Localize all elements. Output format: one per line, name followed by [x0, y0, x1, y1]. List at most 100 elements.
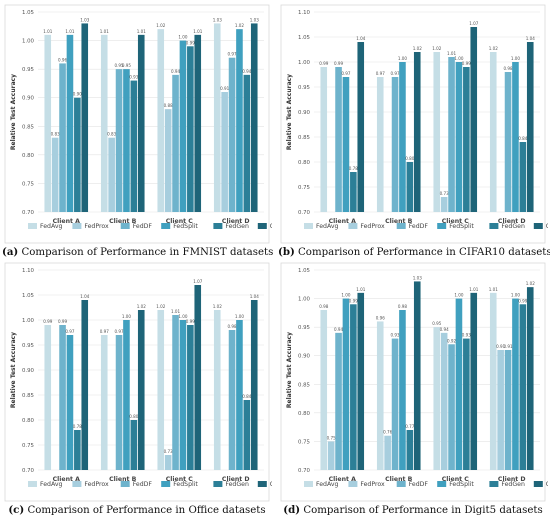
data-label: 1.00 — [235, 314, 245, 319]
bar — [213, 23, 221, 212]
data-label: 0.94 — [242, 69, 252, 74]
data-label: 1.01 — [469, 287, 479, 292]
data-label: 0.97 — [100, 329, 110, 334]
x-tick-label: Client D — [498, 476, 526, 483]
data-label: 1.00 — [454, 56, 464, 61]
y-tick-label: 1.00 — [22, 318, 35, 324]
caption-d-letter: (d) — [283, 504, 301, 516]
legend-swatch — [161, 223, 171, 229]
bar — [357, 42, 365, 212]
bar — [406, 162, 414, 212]
legend-swatch — [120, 481, 130, 487]
legend-label: FedAvg — [40, 481, 62, 488]
legend-swatch — [348, 223, 358, 229]
y-tick-label: 0.70 — [22, 468, 35, 474]
bar — [250, 23, 258, 212]
data-label: 0.97 — [341, 71, 351, 76]
data-label: 0.73 — [440, 191, 450, 196]
legend-swatch — [257, 223, 267, 229]
bar — [172, 74, 179, 212]
legend-swatch — [489, 481, 499, 487]
data-label: 1.02 — [526, 281, 536, 286]
legend-label: FedGen — [225, 223, 249, 230]
y-tick-label: 0.85 — [298, 382, 310, 388]
data-label: 1.02 — [413, 46, 423, 51]
bar — [413, 52, 421, 212]
x-tick-label: Client A — [53, 476, 80, 483]
data-label: 0.99 — [186, 319, 196, 324]
y-tick-label: 0.90 — [298, 354, 311, 360]
bar — [172, 315, 179, 470]
data-label: 0.90 — [73, 92, 83, 97]
legend-label: FedDF — [409, 223, 429, 230]
legend-label: Ours — [270, 223, 272, 230]
bar — [455, 298, 463, 470]
y-axis-label: Relative Test Accuracy — [286, 74, 293, 150]
y-tick-label: 1.05 — [298, 35, 310, 41]
bar — [187, 325, 194, 470]
bar — [59, 325, 66, 470]
bar — [81, 23, 89, 212]
bar — [350, 304, 357, 470]
y-tick-label: 0.80 — [298, 160, 311, 166]
y-tick-label: 0.95 — [298, 85, 310, 91]
chart-panel-c: 0.70 0.75 0.80 0.85 0.90 0.95 1.00 1.05 1.10 Rela… — [2, 260, 272, 518]
chart-a: 0.70 0.75 0.80 0.85 0.90 0.95 1.00 1.05 Relative… — [4, 4, 272, 244]
bar — [399, 62, 406, 212]
bar — [194, 34, 202, 212]
bar — [519, 304, 527, 470]
data-label: 0.84 — [242, 394, 252, 399]
legend-swatch — [120, 223, 130, 229]
legend-swatch — [213, 223, 223, 229]
bar — [413, 281, 421, 470]
legend-label: FedSplit — [449, 481, 474, 488]
data-label: 0.96 — [376, 315, 386, 320]
y-tick-label: 1.10 — [298, 10, 311, 16]
data-label: 0.80 — [129, 414, 139, 419]
data-label: 1.07 — [469, 21, 479, 26]
bar — [59, 63, 66, 212]
data-label: 1.01 — [65, 29, 75, 34]
x-tick-label: Client A — [53, 218, 80, 225]
bar — [342, 77, 350, 212]
data-label: 1.01 — [43, 29, 53, 34]
y-tick-label: 0.75 — [22, 443, 34, 449]
caption-b-text: Comparison of Performance in CIFAR10 dat… — [298, 247, 550, 258]
y-axis-label: Relative Test Accuracy — [10, 332, 17, 408]
x-tick-label: Client B — [385, 218, 412, 225]
data-label: 1.03 — [250, 17, 260, 22]
data-label: 0.94 — [334, 327, 344, 332]
bar — [391, 77, 399, 212]
legend-swatch — [72, 223, 82, 229]
y-axis-label: Relative Test Accuracy — [10, 74, 17, 150]
legend-label: FedAvg — [316, 223, 338, 230]
data-label: 1.02 — [156, 304, 166, 309]
y-tick-label: 0.75 — [298, 185, 310, 191]
x-tick-label: Client A — [329, 476, 356, 483]
caption-b: (b) Comparison of Performance in CIFAR10… — [278, 246, 550, 258]
bar — [137, 310, 145, 470]
legend-label: Ours — [546, 481, 548, 488]
data-label: 0.97 — [227, 52, 237, 57]
data-label: 1.01 — [356, 287, 366, 292]
chart-b: 0.70 0.75 0.80 0.85 0.90 0.95 1.00 1.05 1.10 Rela… — [280, 4, 548, 244]
bar — [512, 62, 519, 212]
legend-label: FedDF — [133, 223, 153, 230]
bar — [74, 97, 81, 212]
data-label: 0.98 — [227, 324, 237, 329]
legend-label: FedGen — [225, 481, 249, 488]
y-tick-label: 0.80 — [298, 411, 311, 417]
y-tick-label: 0.75 — [22, 181, 34, 187]
bar — [66, 335, 74, 470]
legend-swatch — [489, 223, 499, 229]
data-label: 1.00 — [454, 293, 464, 298]
data-label: 1.01 — [137, 29, 147, 34]
y-tick-label: 0.95 — [22, 343, 34, 349]
bar — [320, 67, 328, 212]
data-label: 1.01 — [100, 29, 110, 34]
bar — [164, 109, 172, 212]
y-tick-label: 0.85 — [298, 135, 310, 141]
bar — [221, 92, 228, 212]
data-label: 0.97 — [376, 71, 386, 76]
data-label: 1.02 — [213, 304, 223, 309]
